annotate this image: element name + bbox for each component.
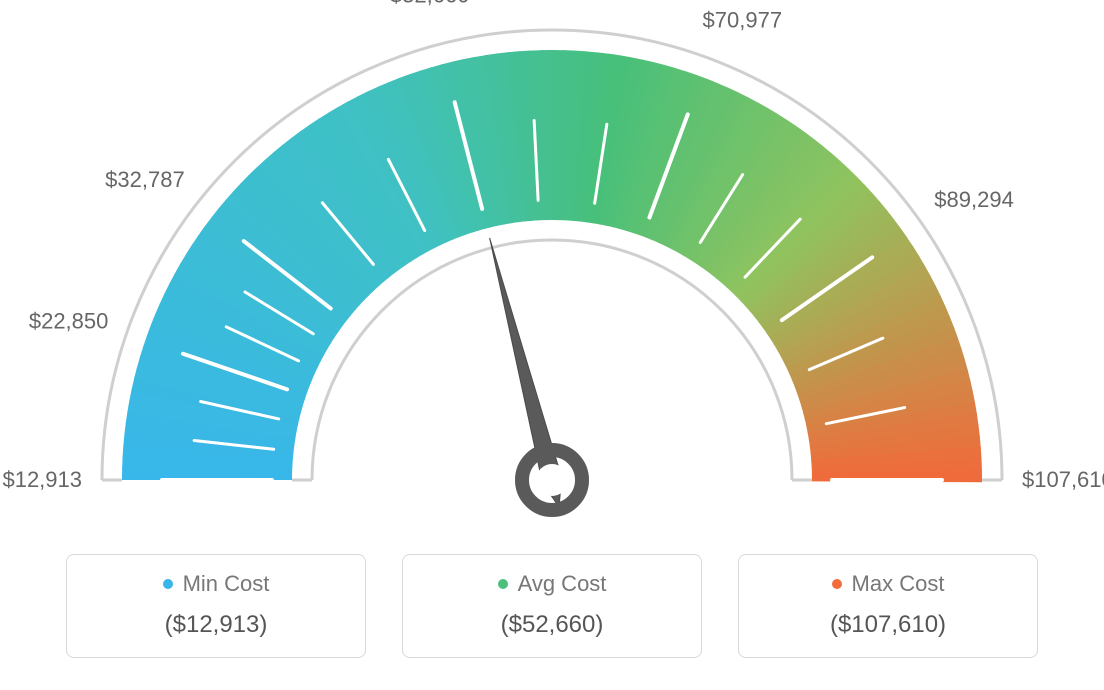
legend-title-text: Avg Cost [518, 571, 607, 597]
legend-card: Min Cost ($12,913) [66, 554, 366, 658]
legend-title-text: Min Cost [183, 571, 270, 597]
legend-row: Min Cost ($12,913) Avg Cost ($52,660) Max Co… [0, 540, 1104, 658]
legend-value: ($107,610) [749, 611, 1027, 639]
legend-dot-icon [832, 579, 842, 589]
legend-title: Min Cost [163, 571, 270, 597]
legend-value: ($52,660) [413, 611, 691, 639]
gauge-tick-label: $107,610 [1022, 467, 1104, 492]
legend-value: ($12,913) [77, 611, 355, 639]
gauge-svg: $12,913 $22,850 $32,787 $52,660 $70,977 $89,2… [0, 0, 1104, 540]
gauge-tick-label: $12,913 [2, 467, 82, 492]
legend-title-text: Max Cost [852, 571, 945, 597]
legend-dot-icon [498, 579, 508, 589]
gauge-tick-label: $52,660 [390, 0, 470, 7]
legend-title: Max Cost [832, 571, 945, 597]
gauge-tick-label: $89,294 [934, 187, 1014, 212]
legend-title: Avg Cost [498, 571, 607, 597]
gauge-tick-label: $22,850 [29, 308, 109, 333]
gauge-tick-label: $32,787 [105, 167, 185, 192]
legend-card: Avg Cost ($52,660) [402, 554, 702, 658]
legend-dot-icon [163, 579, 173, 589]
legend-card: Max Cost ($107,610) [738, 554, 1038, 658]
gauge-chart: $12,913 $22,850 $32,787 $52,660 $70,977 $89,2… [0, 0, 1104, 540]
gauge-tick-label: $70,977 [703, 8, 783, 33]
